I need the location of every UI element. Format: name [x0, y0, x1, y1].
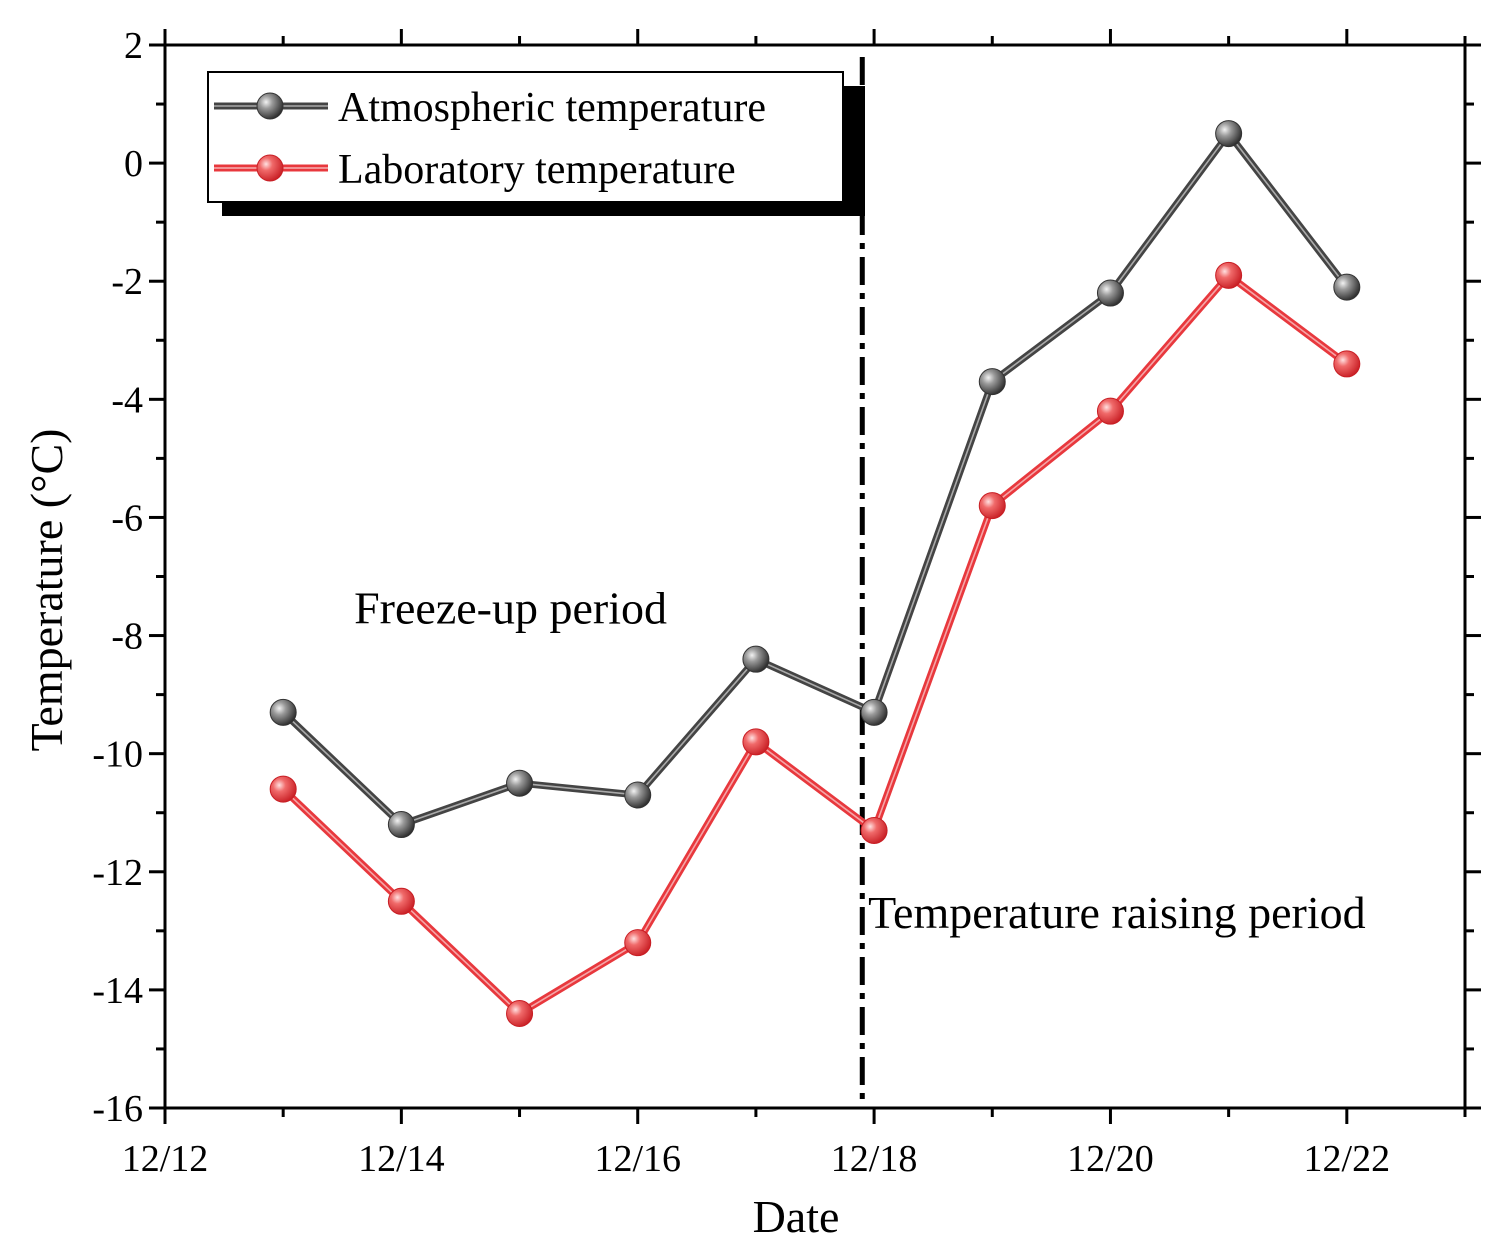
y-tick-label: -4	[111, 379, 143, 421]
data-point-laboratory	[1096, 397, 1124, 425]
y-tick-label: 2	[124, 25, 143, 67]
x-tick-label: 12/20	[1067, 1138, 1154, 1180]
legend-box	[207, 71, 844, 203]
data-point-laboratory	[269, 775, 297, 803]
x-tick-label: 12/16	[594, 1138, 681, 1180]
y-axis-title: Temperature (°C)	[21, 429, 72, 752]
x-tick-label: 12/22	[1304, 1138, 1391, 1180]
axes-layer: 2 0 -2 -4 -6 -8 -10 -12 -14 -16 12/12 12/14 12/16 12/…	[92, 25, 1481, 1180]
x-tick-label: 12/14	[358, 1138, 445, 1180]
x-tick-label: 12/18	[831, 1138, 918, 1180]
legend-label-atmospheric: Atmospheric temperature	[338, 85, 766, 131]
legend-label-laboratory: Laboratory temperature	[338, 147, 736, 193]
data-point-atmospheric	[387, 811, 415, 839]
x-axis-title: Date	[753, 1191, 840, 1242]
data-point-laboratory	[387, 887, 415, 915]
data-point-atmospheric	[269, 698, 297, 726]
data-point-laboratory	[624, 929, 652, 957]
y-tick-label: -12	[92, 852, 143, 894]
data-point-atmospheric	[742, 645, 770, 673]
y-tick-label: -10	[92, 734, 143, 776]
legend-marker-laboratory	[256, 154, 284, 182]
data-point-laboratory	[506, 1000, 534, 1028]
series-line-atmospheric	[280, 130, 1350, 829]
annotation-temperature-raising-period: Temperature raising period	[868, 887, 1365, 938]
data-point-atmospheric	[506, 769, 534, 797]
data-point-laboratory	[978, 492, 1006, 520]
legend-marker-atmospheric	[256, 92, 284, 120]
series-layer	[269, 120, 1361, 1028]
legend: Atmospheric temperature Laboratory tempe…	[207, 71, 865, 216]
series-line-core-laboratory	[282, 274, 1348, 1015]
data-point-laboratory	[1333, 350, 1361, 378]
data-point-atmospheric	[978, 368, 1006, 396]
y-tick-label: -2	[111, 261, 143, 303]
x-tick-label: 12/12	[122, 1138, 209, 1180]
y-tick-label: -14	[92, 970, 143, 1012]
y-tick-label: -6	[111, 497, 143, 539]
series-line-core-atmospheric	[282, 132, 1348, 826]
annotation-freeze-up-period: Freeze-up period	[354, 583, 667, 634]
data-point-laboratory	[742, 728, 770, 756]
y-tick-label: 0	[124, 143, 143, 185]
data-point-atmospheric	[1096, 279, 1124, 307]
y-tick-label: -8	[111, 616, 143, 658]
data-point-atmospheric	[1215, 120, 1243, 148]
data-point-atmospheric	[624, 781, 652, 809]
data-point-atmospheric	[1333, 273, 1361, 301]
y-tick-label: -16	[92, 1088, 143, 1130]
data-point-atmospheric	[860, 698, 888, 726]
data-point-laboratory	[1215, 261, 1243, 289]
data-point-laboratory	[860, 816, 888, 844]
